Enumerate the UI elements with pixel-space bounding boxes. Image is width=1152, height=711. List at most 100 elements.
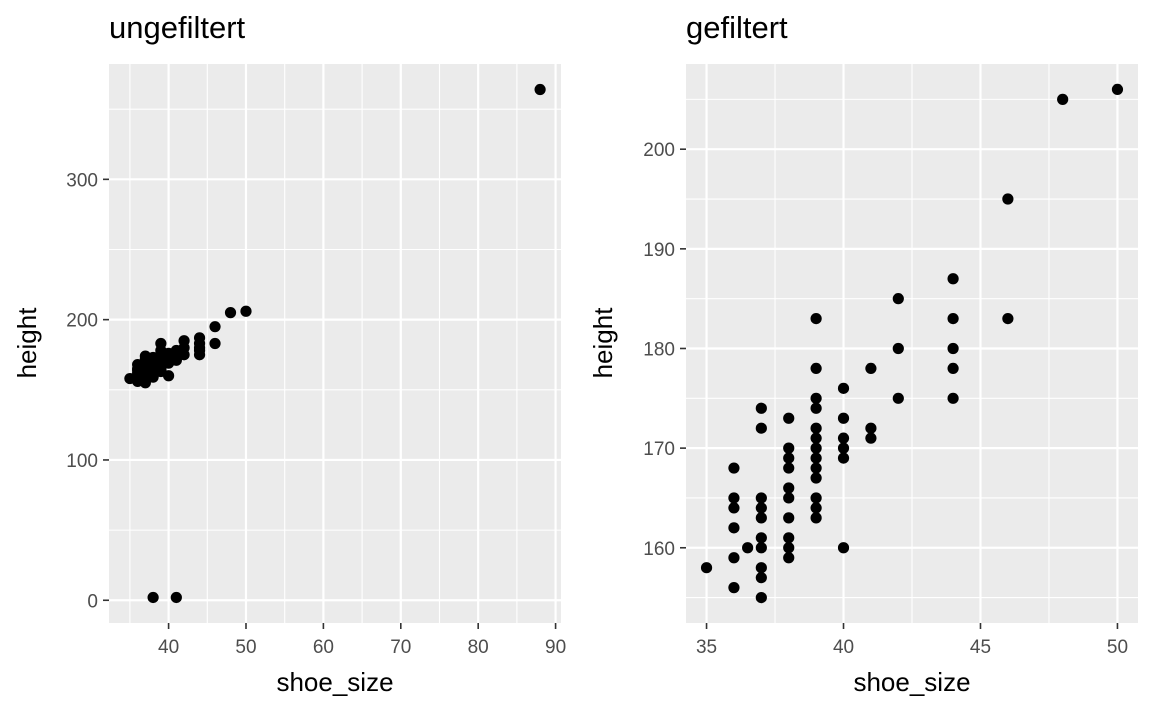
data-point [728, 492, 740, 504]
data-point [837, 412, 850, 424]
data-point [783, 412, 795, 424]
y-tick-label: 180 [643, 339, 675, 360]
x-tick-label: 60 [313, 637, 334, 658]
data-point [755, 492, 767, 504]
data-point [947, 392, 959, 404]
data-point [837, 442, 850, 454]
x-tick-label: 70 [390, 637, 411, 658]
data-point [865, 422, 877, 434]
data-point [147, 591, 159, 604]
data-point [810, 452, 822, 464]
data-point [755, 542, 767, 554]
data-point [837, 542, 850, 554]
data-point [1002, 193, 1014, 205]
data-point [728, 582, 740, 594]
data-point [728, 552, 740, 564]
points-ungefiltert [124, 83, 546, 604]
data-point [755, 532, 767, 544]
y-tick-label: 160 [643, 539, 675, 560]
data-point [837, 432, 850, 444]
data-point [810, 432, 822, 444]
x-tick-label: 40 [158, 637, 179, 658]
data-point [1057, 93, 1069, 105]
x-tick-label: 45 [970, 637, 991, 658]
data-point [209, 337, 221, 350]
data-point [755, 502, 767, 514]
data-point [1002, 312, 1014, 325]
data-point [178, 335, 190, 347]
data-point [810, 422, 822, 434]
data-point [534, 83, 546, 96]
data-point [783, 442, 795, 454]
y-tick-label: 0 [87, 591, 98, 612]
data-point [837, 382, 850, 394]
data-point [783, 482, 795, 494]
data-point [947, 362, 959, 375]
data-point [1111, 83, 1124, 96]
data-point [783, 512, 795, 524]
data-point [783, 452, 795, 464]
data-point [755, 402, 767, 414]
data-point [742, 542, 754, 554]
x-axis-label-gefiltert: shoe_size [853, 667, 970, 697]
data-point [892, 293, 904, 305]
panel-ungefiltert: ungefiltert 40 50 60 70 80 90 0 100 200 300 shoe… [12, 10, 566, 697]
y-tick-label: 190 [643, 240, 675, 261]
data-point [810, 442, 822, 454]
plot-area-ungefiltert [109, 64, 561, 623]
data-point [755, 562, 767, 574]
data-point [783, 542, 795, 554]
data-point [755, 422, 767, 434]
data-point [947, 273, 959, 285]
points-gefiltert [700, 83, 1124, 604]
grid-ungefiltert [109, 64, 561, 623]
y-tick-label: 300 [66, 170, 98, 191]
x-tick-label: 40 [833, 637, 854, 658]
data-point [155, 337, 167, 350]
data-point [162, 370, 175, 382]
data-point [755, 591, 767, 604]
data-point [810, 502, 822, 514]
y-tick-label: 100 [66, 451, 98, 472]
data-point [783, 492, 795, 504]
data-point [193, 332, 206, 344]
x-ticks-gefiltert: 35 40 45 50 [696, 623, 1128, 658]
data-point [240, 305, 252, 317]
data-point [865, 362, 877, 375]
data-point [224, 307, 237, 319]
data-point [783, 532, 795, 544]
data-point [783, 552, 795, 564]
y-ticks-gefiltert: 160 170 180 190 200 [643, 140, 686, 560]
data-point [810, 362, 822, 375]
panel-title-gefiltert: gefiltert [686, 10, 788, 45]
x-tick-label: 50 [1107, 637, 1128, 658]
data-point [728, 502, 740, 514]
x-tick-label: 50 [235, 637, 256, 658]
data-point [810, 472, 822, 484]
y-ticks-ungefiltert: 0 100 200 300 [66, 170, 109, 612]
data-point [810, 462, 822, 474]
data-point [892, 392, 904, 404]
data-point [947, 312, 959, 325]
data-point [209, 321, 221, 333]
data-point [728, 522, 740, 534]
data-point [170, 591, 182, 604]
x-ticks-ungefiltert: 40 50 60 70 80 90 [158, 623, 566, 658]
data-point [810, 312, 822, 325]
data-point [947, 342, 959, 355]
y-tick-label: 200 [66, 311, 98, 332]
data-point [810, 492, 822, 504]
y-tick-label: 170 [643, 439, 675, 460]
x-tick-label: 80 [468, 637, 489, 658]
data-point [810, 512, 822, 524]
y-axis-label-gefiltert: height [588, 307, 618, 379]
y-tick-label: 200 [643, 140, 675, 161]
data-point [783, 462, 795, 474]
panel-title-ungefiltert: ungefiltert [109, 10, 246, 45]
data-point [728, 462, 740, 474]
data-point [892, 342, 904, 355]
data-point [837, 452, 850, 464]
data-point [865, 432, 877, 444]
y-axis-label-ungefiltert: height [12, 307, 42, 379]
